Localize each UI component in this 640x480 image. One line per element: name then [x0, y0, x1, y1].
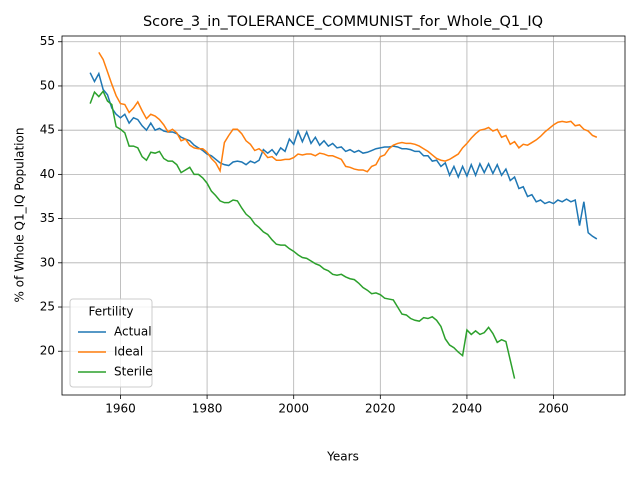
y-tick-label: 45	[40, 123, 55, 137]
data-line	[89, 71, 598, 240]
x-tick-label: 1980	[192, 402, 223, 416]
x-tick-label: 2000	[278, 402, 309, 416]
y-tick-label: 55	[40, 34, 55, 48]
y-tick-label: 50	[40, 78, 55, 92]
y-tick-label: 35	[40, 211, 55, 225]
legend-label: Sterile	[114, 365, 153, 379]
data-line	[98, 51, 598, 174]
legend-box	[69, 298, 153, 388]
y-tick-label: 25	[40, 300, 55, 314]
x-tick-label: 2040	[452, 402, 483, 416]
legend-title: Fertility	[88, 305, 133, 319]
y-tick-label: 30	[40, 255, 55, 269]
y-tick-label: 20	[40, 344, 55, 358]
x-tick-label: 1960	[105, 402, 136, 416]
x-tick-label: 2020	[365, 402, 396, 416]
legend: Fertility Actual Ideal Sterile	[69, 298, 153, 388]
y-axis-label: % of Whole Q1_IQ Population	[13, 128, 27, 303]
data-line	[89, 89, 516, 379]
y-tick-label: 40	[40, 167, 55, 181]
legend-label: Ideal	[114, 345, 143, 359]
x-tick-label: 2060	[538, 402, 569, 416]
legend-label: Actual	[114, 325, 152, 339]
plot-frame	[61, 35, 626, 396]
chart-title: Score_3_in_TOLERANCE_COMMUNIST_for_Whole…	[143, 14, 543, 30]
x-axis-label: Years	[326, 450, 359, 464]
